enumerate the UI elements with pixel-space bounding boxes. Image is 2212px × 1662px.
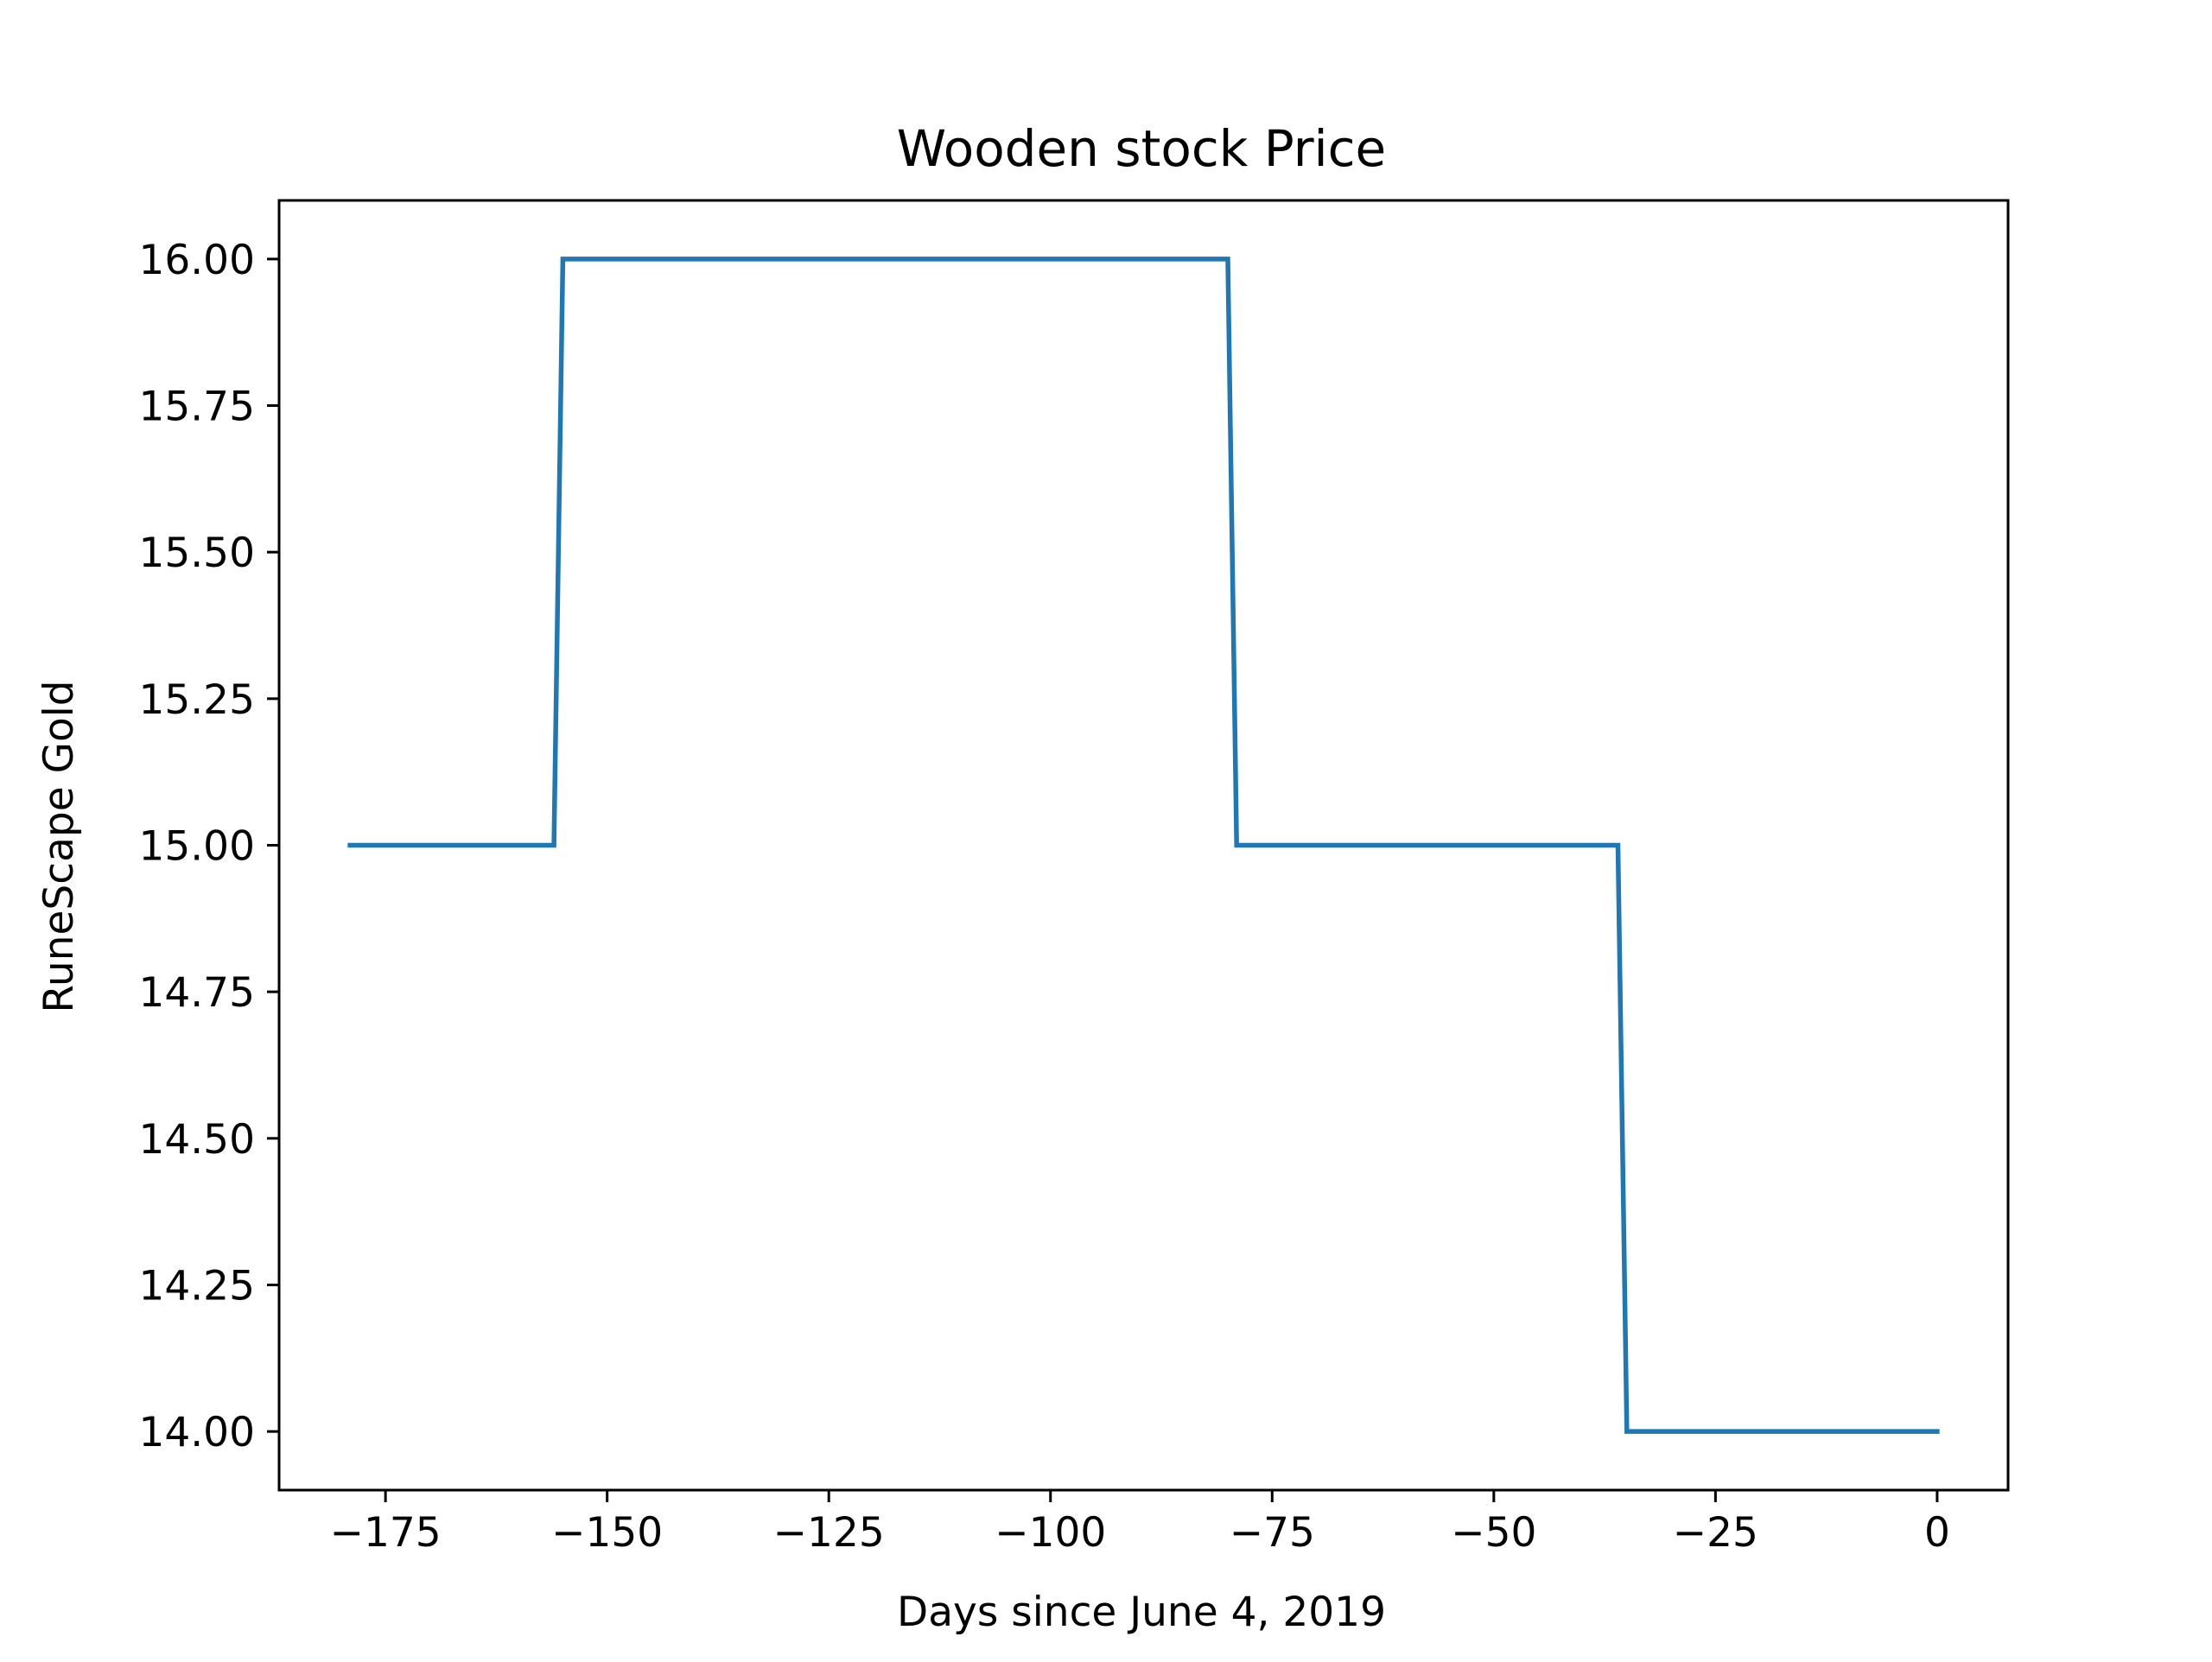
y-tick-label: 14.00	[138, 1409, 255, 1456]
x-axis: −175 −150 −125 −100 −75 −50 −25 0	[330, 1490, 1950, 1557]
series-line-0	[347, 257, 1940, 1434]
chart-title: Wooden stock Price	[897, 119, 1386, 178]
y-tick-label: 15.50	[138, 530, 255, 577]
x-tick-label: −100	[995, 1509, 1106, 1557]
x-tick-label: −150	[551, 1509, 663, 1557]
x-tick-label: −175	[330, 1509, 442, 1557]
x-axis-label: Days since June 4, 2019	[897, 1589, 1386, 1636]
y-tick-label: 14.50	[138, 1116, 255, 1164]
x-tick-label: −75	[1230, 1509, 1315, 1557]
y-tick-label: 15.25	[138, 676, 255, 724]
x-tick-label: −25	[1673, 1509, 1758, 1557]
y-tick-label: 15.75	[138, 384, 255, 431]
y-tick-label: 15.00	[138, 823, 255, 871]
y-axis-label: RuneScape Gold	[35, 680, 83, 1012]
y-axis: 14.00 14.25 14.50 14.75 15.00 15.25 15.50 15.75…	[138, 237, 279, 1456]
x-tick-label: −125	[773, 1509, 885, 1557]
y-tick-label: 14.25	[138, 1262, 255, 1310]
x-tick-label: 0	[1924, 1509, 1950, 1557]
y-tick-label: 16.00	[138, 237, 255, 284]
x-tick-label: −50	[1451, 1509, 1536, 1557]
y-tick-label: 14.75	[138, 969, 255, 1017]
